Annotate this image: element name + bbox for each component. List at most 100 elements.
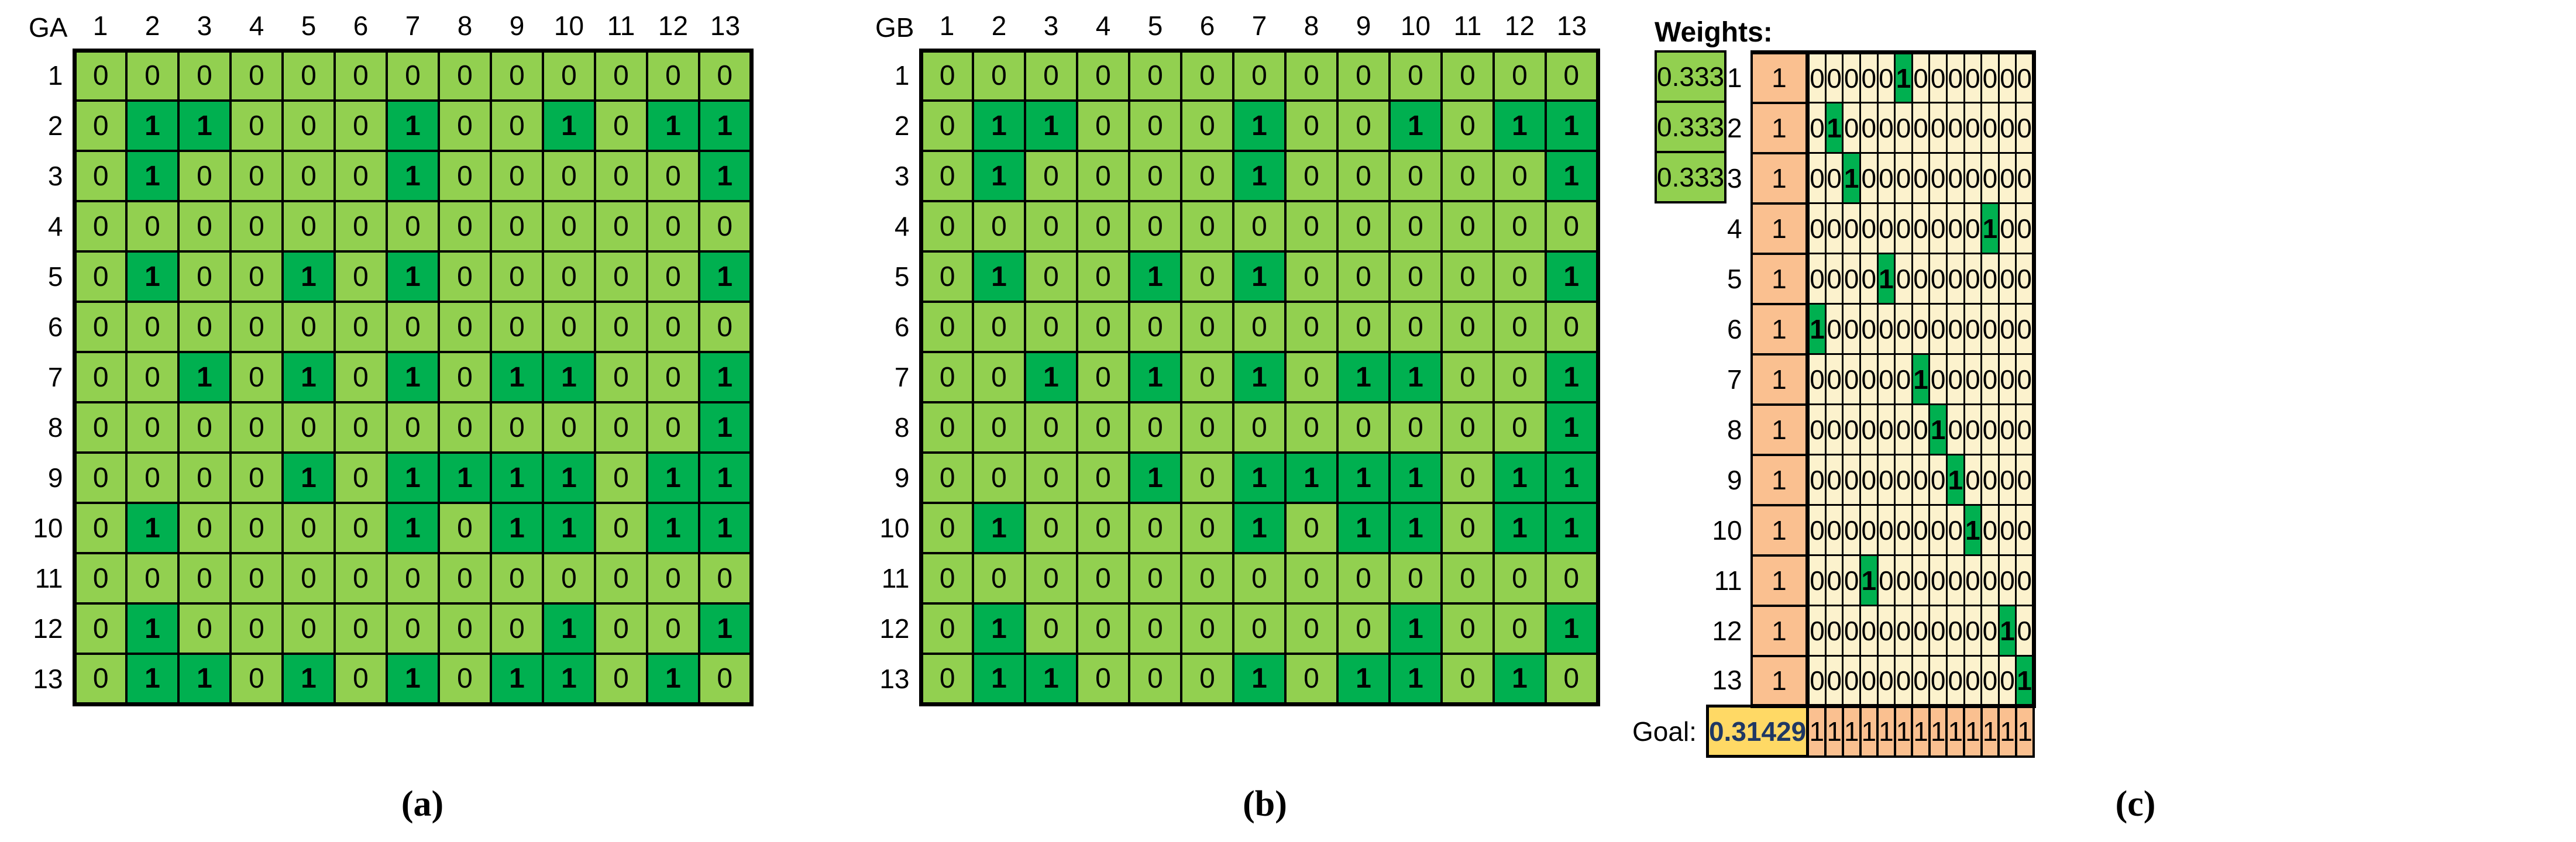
matrix-cell: 0 [1894,353,1913,405]
matrix-cell: 0 [2015,353,2036,405]
matrix-cell: 1 [386,250,440,303]
matrix-cell: 0 [1180,301,1234,353]
matrix-cell: 0 [1997,554,2017,606]
bias-cell: 1 [1750,101,1809,154]
matrix-cell: 0 [72,150,128,202]
matrix-cell: 0 [1388,150,1443,202]
col-header: 13 [1556,10,1587,41]
matrix-cell: 0 [1876,454,1896,506]
matrix-cell: 0 [1842,454,1861,506]
matrix-cell: 0 [177,150,232,202]
row-header: 7 [47,362,63,392]
matrix-cell: 0 [1980,655,2000,708]
matrix-cell: 0 [333,99,388,152]
matrix-cell: 0 [1545,200,1600,253]
matrix-cell: 0 [1894,403,1913,455]
matrix-cell: 0 [72,351,128,403]
matrix-cell: 0 [1859,655,1879,708]
matrix-cell: 0 [1232,48,1287,102]
matrix-cell: 1 [972,602,1026,655]
matrix-cell: 0 [542,48,596,102]
matrix-cell: 1 [1805,303,1827,355]
matrix-cell: 0 [1997,152,2017,204]
matrix-cell: 0 [1180,451,1234,504]
matrix-cell: 0 [1876,655,1896,708]
matrix-cell: 0 [72,301,128,353]
matrix-cell: 0 [1128,552,1182,605]
matrix-cell: 0 [1076,351,1130,403]
goal-cell: 1 [1928,705,1948,758]
matrix-cell: 0 [1336,200,1391,253]
row-header: 12 [1712,615,1742,646]
matrix-cell: 0 [1180,552,1234,605]
matrix-cell: 0 [1911,303,1931,355]
matrix-cell: 0 [72,653,128,706]
matrix-cell: 0 [72,401,128,454]
matrix-cell: 0 [125,401,180,454]
matrix-cell: 0 [1284,351,1339,403]
matrix-cell: 0 [1911,554,1931,606]
matrix-cell: 0 [1805,454,1827,506]
matrix-cell: 0 [1128,301,1182,353]
matrix-cell: 0 [1894,554,1913,606]
matrix-cell: 1 [698,150,754,202]
matrix-cell: 0 [1805,50,1827,103]
col-header: 3 [197,10,212,41]
matrix-cell: 0 [72,451,128,504]
matrix-cell: 1 [1336,653,1391,706]
matrix-cell: 0 [1894,504,1913,556]
matrix-cell: 0 [490,552,544,605]
matrix-cell: 0 [1336,301,1391,353]
matrix-cell: 0 [1842,353,1861,405]
matrix-cell: 0 [438,602,492,655]
matrix-cell: 1 [1545,602,1600,655]
row-header: 3 [47,161,63,191]
matrix-cell: 0 [2015,152,2036,204]
row-header: 8 [1726,414,1742,445]
matrix-cell: 0 [1284,653,1339,706]
matrix-cell: 0 [1928,303,1948,355]
spacer-cell [1632,405,1707,455]
matrix-cell: 0 [594,451,648,504]
matrix-cell: 1 [177,351,232,403]
matrix-cell: 1 [542,653,596,706]
matrix-cell: 0 [1997,655,2017,708]
matrix-cell: 0 [72,250,128,303]
matrix-cell: 0 [1024,502,1078,554]
matrix-cell: 0 [1076,653,1130,706]
matrix-cell: 0 [333,351,388,403]
row-header: 8 [47,412,63,443]
matrix-cell: 0 [1824,303,1844,355]
matrix-cell: 0 [1876,353,1896,405]
matrix-cell: 0 [1859,50,1879,103]
row-header: 11 [35,563,63,593]
matrix-cell: 0 [594,48,648,102]
matrix-cell: 0 [1336,552,1391,605]
spacer-cell [1632,455,1707,505]
matrix-cell: 0 [1928,353,1948,405]
col-header: 7 [405,10,421,41]
matrix-cell: 1 [1545,451,1600,504]
matrix-cell: 0 [281,99,336,152]
matrix-cell: 0 [1440,99,1495,152]
matrix-cell: 1 [1128,351,1182,403]
matrix-cell: 0 [333,502,388,554]
matrix-cell: 0 [333,552,388,605]
matrix-cell: 0 [1076,502,1130,554]
spacer-cell [1632,606,1707,656]
matrix-cell: 1 [386,99,440,152]
col-header: 1 [939,10,955,41]
matrix-cell: 0 [1859,454,1879,506]
matrix-cell: 0 [698,653,754,706]
matrix-cell: 0 [281,602,336,655]
matrix-cell: 1 [1388,99,1443,152]
matrix-cell: 0 [1946,50,1965,103]
matrix-cell: 0 [646,200,700,253]
matrix-cell: 0 [594,602,648,655]
matrix-cell: 1 [1492,451,1547,504]
matrix-cell: 0 [333,48,388,102]
matrix-cell: 0 [698,301,754,353]
matrix-cell: 0 [1824,50,1844,103]
matrix-cell: 0 [1128,502,1182,554]
matrix-cell: 0 [1928,504,1948,556]
